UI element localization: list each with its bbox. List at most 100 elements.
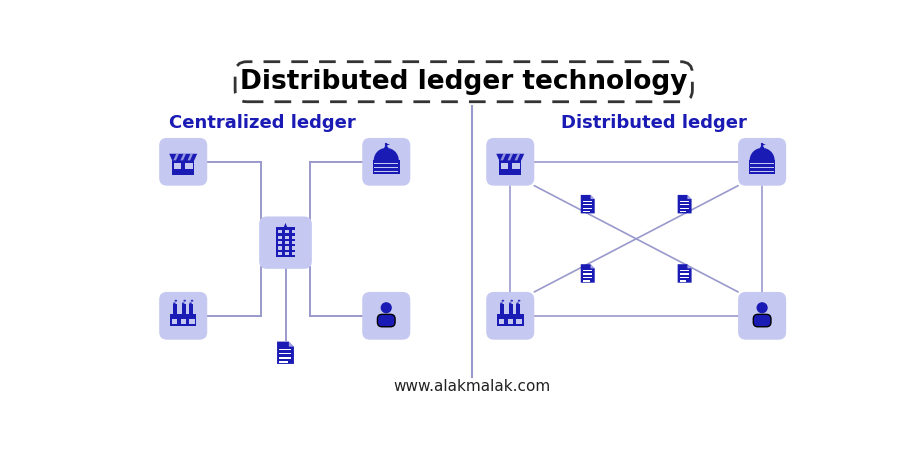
Bar [278,241,282,244]
FancyBboxPatch shape [486,138,534,186]
Bar [750,171,773,172]
FancyBboxPatch shape [737,292,786,340]
Polygon shape [677,264,691,283]
FancyBboxPatch shape [235,62,692,102]
Bar [499,173,521,175]
Bar [679,204,688,206]
Bar [582,277,592,278]
Bar [679,274,688,275]
Ellipse shape [759,146,764,149]
Bar [189,319,194,324]
Bar [278,247,282,250]
FancyBboxPatch shape [753,315,770,327]
Bar [748,160,775,174]
Polygon shape [677,195,691,213]
Bar [172,173,194,175]
Ellipse shape [517,300,520,302]
Bar [498,319,504,324]
Bar [500,162,507,169]
Ellipse shape [508,302,511,304]
Bar [285,252,289,255]
Bar [372,160,399,174]
Bar [516,304,520,314]
Bar [291,241,296,244]
Bar [496,314,523,328]
Bar [374,162,398,164]
Bar [285,236,289,239]
Polygon shape [686,264,691,268]
Bar [279,353,290,354]
Bar [499,160,521,175]
Bar [582,270,592,271]
Wedge shape [749,148,774,160]
Bar [512,162,519,169]
Circle shape [380,302,391,313]
Ellipse shape [501,300,504,302]
Bar [679,201,688,202]
Polygon shape [590,264,594,268]
Wedge shape [373,148,398,160]
Text: www.alakmalak.com: www.alakmalak.com [392,379,550,394]
Bar [276,227,295,257]
Bar [180,319,186,324]
Polygon shape [514,154,519,160]
Ellipse shape [384,146,388,149]
Bar [285,230,289,234]
Ellipse shape [183,300,186,302]
Bar [582,201,592,202]
Bar [291,230,296,234]
Bar [582,280,589,282]
Bar [508,304,513,314]
Bar [374,166,398,168]
FancyBboxPatch shape [259,216,312,269]
Polygon shape [580,195,594,213]
Bar [278,252,282,255]
Bar [186,162,193,169]
FancyBboxPatch shape [377,315,394,327]
Bar [582,204,592,206]
Bar [582,211,589,212]
Bar [279,361,288,363]
Ellipse shape [510,300,513,302]
Ellipse shape [189,302,192,304]
Polygon shape [277,342,293,364]
Bar [174,162,181,169]
Bar [679,280,686,282]
Bar [170,314,197,328]
Bar [679,277,688,278]
Bar [291,247,296,250]
Bar [189,304,193,314]
Bar [582,207,592,209]
Bar [279,348,290,350]
Bar [182,304,186,314]
Ellipse shape [516,302,518,304]
Bar [291,252,296,255]
Ellipse shape [182,302,185,304]
Bar [679,211,686,212]
Polygon shape [580,264,594,283]
Bar [285,247,289,250]
Circle shape [755,302,766,313]
FancyBboxPatch shape [362,292,410,340]
Polygon shape [761,144,765,146]
Bar [516,319,521,324]
Polygon shape [173,154,178,160]
Bar [374,171,398,172]
Ellipse shape [175,300,177,302]
Bar [499,304,504,314]
Bar [170,326,197,328]
FancyBboxPatch shape [737,138,786,186]
Bar [278,236,282,239]
Bar [496,326,523,328]
Polygon shape [169,154,197,160]
Polygon shape [495,154,524,160]
Polygon shape [500,154,505,160]
Bar [750,162,773,164]
Text: Distributed ledger: Distributed ledger [560,114,745,132]
Text: Centralized ledger: Centralized ledger [169,114,356,132]
Polygon shape [386,144,390,146]
Text: Distributed ledger technology: Distributed ledger technology [240,69,686,94]
Polygon shape [590,195,594,199]
Bar [172,319,176,324]
Polygon shape [289,342,293,346]
